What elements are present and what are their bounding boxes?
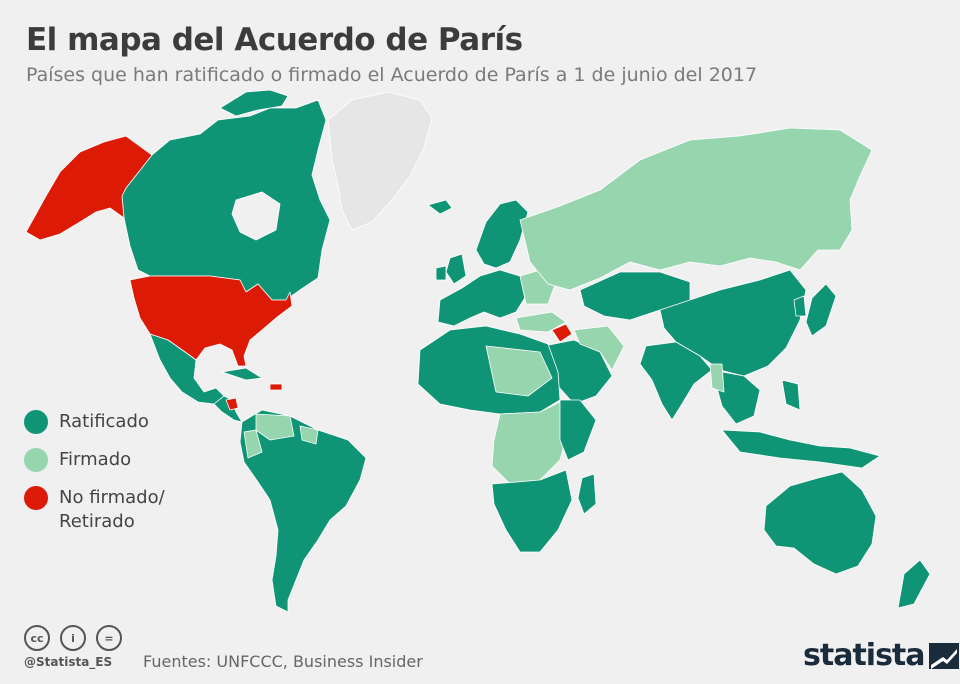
map-region-canada [121,99,331,301]
map-region-hispaniola [269,383,283,391]
map-region-new-zealand [897,559,931,609]
legend: Ratificado Firmado No firmado/ Retirado [24,410,169,532]
legend-label: Firmado [59,449,132,470]
map-region-japan [805,283,837,337]
map-region-turkey [515,311,567,333]
legend-item-firmado: Firmado [24,448,169,486]
twitter-handle[interactable]: @Statista_ES [24,655,113,669]
page-subtitle: Países que han ratificado o firmado el A… [26,64,758,86]
page-title: El mapa del Acuerdo de París [26,22,523,58]
map-region-alaska [25,135,153,241]
legend-label: Ratificado [59,411,149,432]
license-icons: cc i = [24,625,132,651]
map-region-south-america [239,409,367,613]
map-region-africa-sahara [485,345,553,397]
map-region-australia [763,471,877,575]
map-region-hudson-bay [231,191,281,241]
map-region-mexico [149,333,225,405]
map-region-southeast-asia [711,369,761,425]
map-region-myanmar [709,363,725,393]
logo-mark-icon [928,642,959,669]
legend-swatch [24,410,48,434]
sources-text: Fuentes: UNFCCC, Business Insider [143,652,423,671]
map-region-arabia [543,339,613,405]
map-region-suriname [299,425,319,445]
map-region-korea [793,295,807,317]
statista-logo[interactable]: statista [803,638,959,673]
map-region-iran [573,325,625,371]
map-region-colombia [243,429,263,459]
legend-label: No firmado/ Retirado [59,487,165,532]
map-region-uk [445,253,467,285]
map-region-philippines [781,379,801,411]
legend-item-no-firmado: No firmado/ Retirado [24,486,169,532]
map-region-greenland [327,91,433,231]
map-region-canada-islands [219,89,289,117]
map-region-africa-south [491,469,573,553]
map-region-venezuela [255,413,295,441]
legend-swatch [24,486,48,510]
map-region-western-europe [437,269,527,327]
map-region-ireland [435,265,447,281]
map-region-india [639,341,713,421]
map-region-scandinavia [475,199,529,269]
map-region-russia [519,127,873,291]
map-region-nicaragua [225,397,239,411]
map-region-africa-central [491,401,569,485]
map-region-syria [551,323,573,343]
by-icon[interactable]: i [60,625,86,651]
map-region-madagascar [577,473,597,515]
logo-text: statista [803,638,926,673]
map-region-iceland [427,199,453,215]
legend-item-ratificado: Ratificado [24,410,169,448]
map-region-central-america [213,395,243,423]
nd-icon[interactable]: = [96,625,122,651]
cc-icon[interactable]: cc [24,625,50,651]
map-region-cuba [221,367,263,381]
map-region-africa-east [559,399,597,461]
legend-swatch [24,448,48,472]
map-region-indonesia [721,429,881,469]
